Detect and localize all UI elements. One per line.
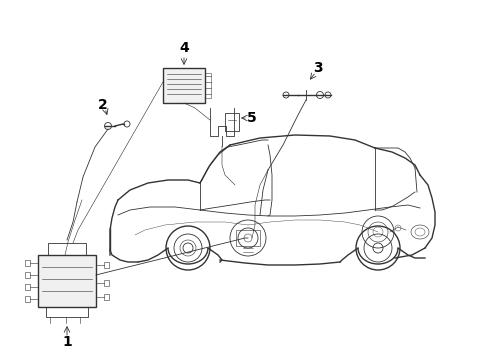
Bar [104,294,109,300]
Text: 3: 3 [313,61,323,75]
Bar [38,255,96,307]
Bar [104,280,109,286]
Text: 5: 5 [247,111,257,125]
Bar [46,307,88,317]
Text: 2: 2 [98,98,108,112]
Bar [236,230,260,246]
Text: 1: 1 [62,335,72,349]
Bar [25,284,30,290]
Bar [205,73,211,98]
Bar [25,272,30,278]
Bar [25,296,30,302]
Text: 4: 4 [179,41,189,55]
Bar [25,260,30,266]
Bar [163,68,205,103]
Bar [104,262,109,268]
Bar [48,243,86,255]
Bar [225,113,239,131]
